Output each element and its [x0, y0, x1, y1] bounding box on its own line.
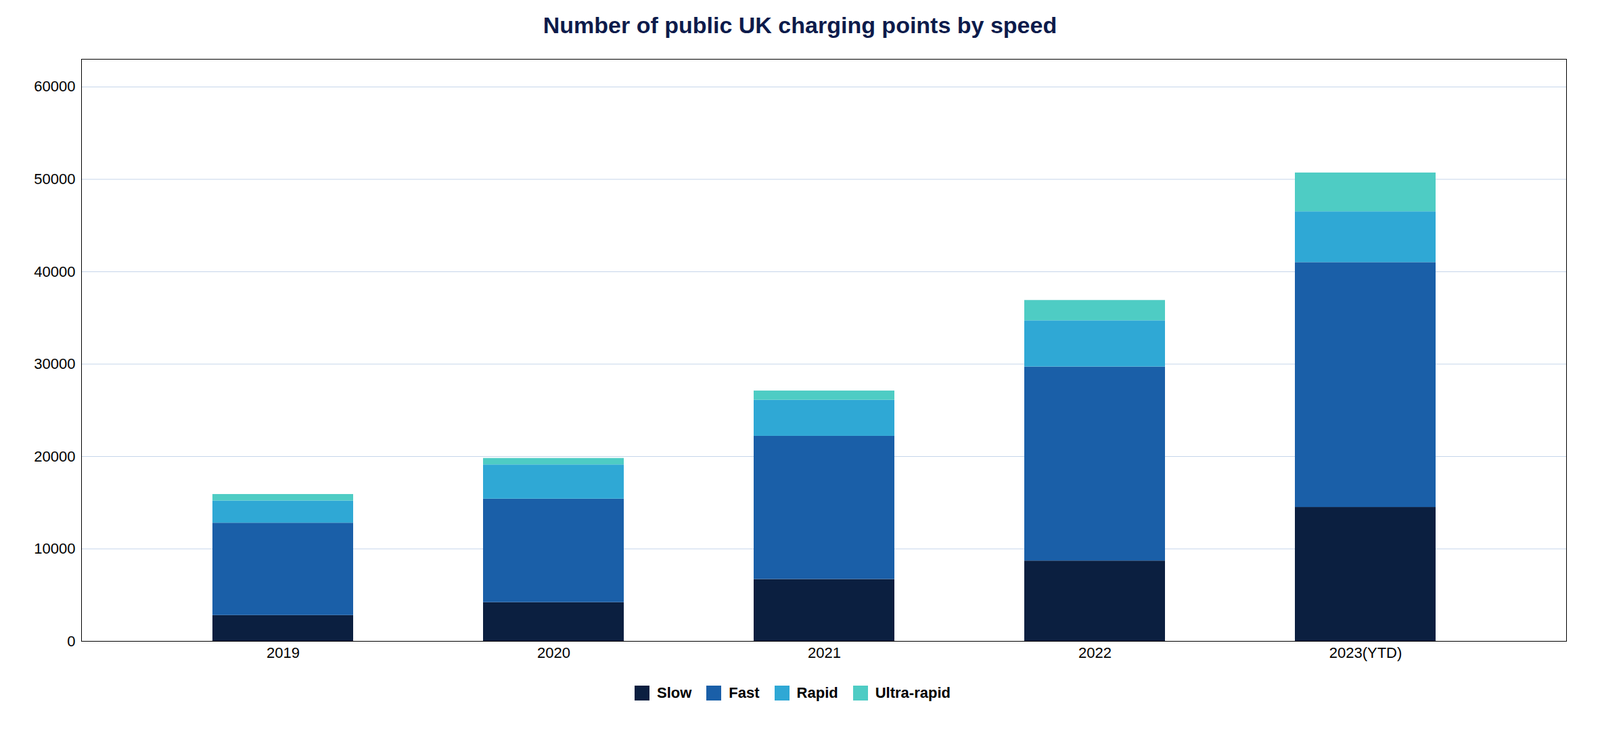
svg-text:20000: 20000	[33, 447, 76, 465]
svg-text:2020: 2020	[537, 644, 571, 661]
svg-text:10000: 10000	[33, 539, 76, 557]
svg-text:2021: 2021	[807, 644, 841, 661]
svg-text:50000: 50000	[33, 170, 76, 188]
html-text:Number of public UK charging p: Number of public UK charging points by s…	[543, 12, 1057, 38]
html-text:Fast: Fast	[728, 683, 760, 701]
svg-text:2022: 2022	[1078, 644, 1112, 661]
svg-text:2023(YTD): 2023(YTD)	[1329, 644, 1403, 661]
svg-text:0: 0	[66, 632, 76, 650]
svg-text:60000: 60000	[33, 77, 76, 95]
html-text:Rapid: Rapid	[796, 683, 839, 701]
svg-text:40000: 40000	[33, 263, 76, 281]
html-text:Ultra-rapid: Ultra-rapid	[875, 683, 951, 701]
svg-text:2019: 2019	[266, 644, 300, 661]
svg-text:30000: 30000	[33, 355, 76, 373]
html-text:Slow: Slow	[656, 683, 692, 701]
